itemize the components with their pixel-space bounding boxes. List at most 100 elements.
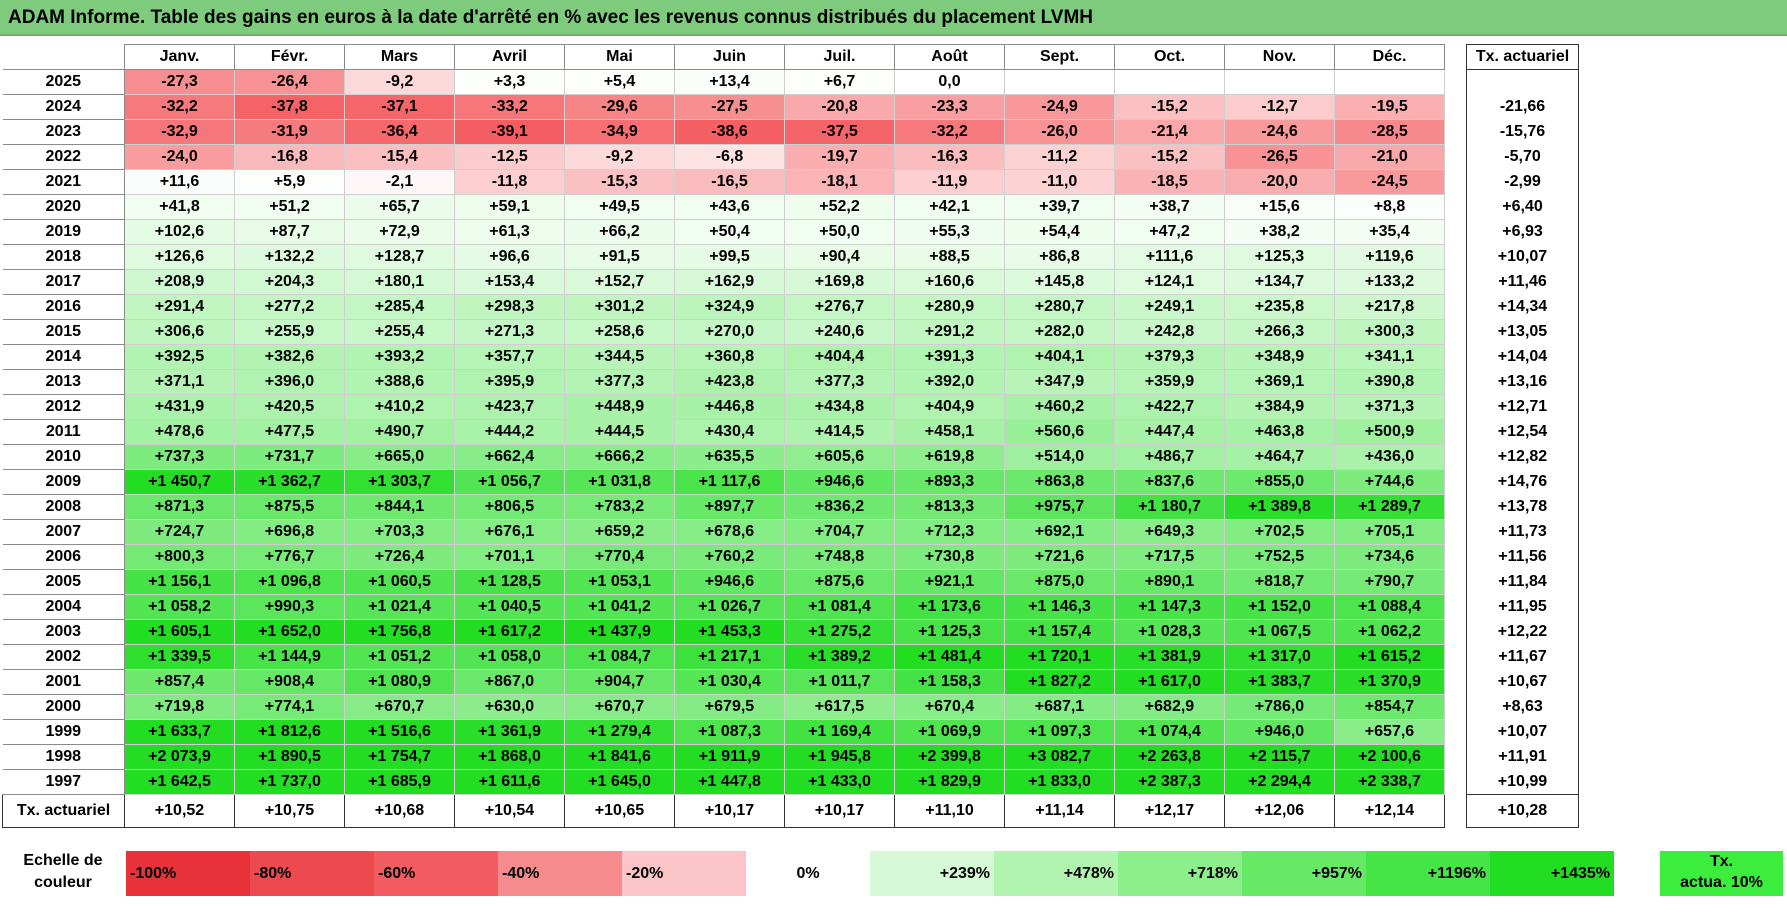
gain-cell: -15,2 (1114, 144, 1225, 170)
gain-cell: +388,6 (344, 369, 455, 395)
gain-cell: +1 058,2 (124, 594, 235, 620)
column-gap (1444, 319, 1467, 345)
gain-cell: +1 011,7 (784, 669, 895, 695)
overall-actuarial-cell: +10,28 (1466, 794, 1579, 828)
gain-cell: +560,6 (1004, 419, 1115, 445)
year-row: 2005 +1 156,1 +1 096,8 +1 060,5 +1 128,5 +1 0… (2, 569, 1579, 595)
gain-cell: -12,7 (1224, 94, 1335, 120)
gain-cell: +844,1 (344, 494, 455, 520)
gain-cell: +1 289,7 (1334, 494, 1445, 520)
gain-cell: +1 516,6 (344, 719, 455, 745)
gain-cell: +341,1 (1334, 344, 1445, 370)
gain-cell: +704,7 (784, 519, 895, 545)
gain-cell: +2 399,8 (894, 744, 1005, 770)
color-scale-step: -100% (126, 851, 250, 896)
gain-cell: +1 754,7 (344, 744, 455, 770)
gain-cell: +670,7 (344, 694, 455, 720)
gain-cell: +1 088,4 (1334, 594, 1445, 620)
gain-cell: +1 481,4 (894, 644, 1005, 670)
month-header: Nov. (1224, 44, 1335, 70)
gain-cell: +344,5 (564, 344, 675, 370)
year-label: 2001 (2, 669, 125, 695)
monthly-actuarial-cell: +10,54 (454, 794, 565, 828)
gain-cell: +446,8 (674, 394, 785, 420)
year-row: 1999 +1 633,7 +1 812,6 +1 516,6 +1 361,9 +1 2… (2, 719, 1579, 745)
gain-cell: +857,4 (124, 669, 235, 695)
gain-cell: +38,2 (1224, 219, 1335, 245)
color-scale-label-line1: Echelle de (23, 852, 103, 869)
gain-cell: +38,7 (1114, 194, 1225, 220)
actuarial-rate-cell: +10,67 (1466, 669, 1579, 695)
actuarial-rate-cell: -21,66 (1466, 94, 1579, 120)
month-header: Avril (454, 44, 565, 70)
year-row: 2016 +291,4 +277,2 +285,4 +298,3 +301,2 +324,9… (2, 294, 1579, 320)
gain-cell: +255,4 (344, 319, 455, 345)
gain-cell: +291,2 (894, 319, 1005, 345)
monthly-actuarial-cell: +10,17 (674, 794, 785, 828)
column-gap (1444, 644, 1467, 670)
gain-cell: +49,5 (564, 194, 675, 220)
gain-cell: +854,7 (1334, 694, 1445, 720)
year-row: 2019 +102,6 +87,7 +72,9 +61,3 +66,2 +50,4 +50,0… (2, 219, 1579, 245)
gain-cell: +422,7 (1114, 394, 1225, 420)
year-row: 2022 -24,0 -16,8 -15,4 -12,5 -9,2 -6,8 -19,7 -16… (2, 144, 1579, 170)
gain-cell: +301,2 (564, 294, 675, 320)
monthly-actuarial-cell: +12,06 (1224, 794, 1335, 828)
gain-cell: +1 827,2 (1004, 669, 1115, 695)
gain-cell: -20,0 (1224, 169, 1335, 195)
year-label: 2017 (2, 269, 125, 295)
gain-cell: +1 180,7 (1114, 494, 1225, 520)
gain-cell: +1 447,8 (674, 769, 785, 795)
gain-cell: +702,5 (1224, 519, 1335, 545)
actuarial-rate-cell: +12,54 (1466, 419, 1579, 445)
actuarial-rate-cell: +8,63 (1466, 694, 1579, 720)
gain-cell: +2 115,7 (1224, 744, 1335, 770)
gain-cell: +774,1 (234, 694, 345, 720)
gain-cell: +169,8 (784, 269, 895, 295)
footer-label: Tx. actuariel (2, 794, 125, 828)
month-header: Juil. (784, 44, 895, 70)
actuarial-rate-cell: +12,82 (1466, 444, 1579, 470)
gain-cell: +670,4 (894, 694, 1005, 720)
year-row: 2024 -32,2 -37,8 -37,1 -33,2 -29,6 -27,5 -20,8-… (2, 94, 1579, 120)
gain-cell: +125,3 (1224, 244, 1335, 270)
gain-cell: +730,8 (894, 544, 1005, 570)
gain-cell: +242,8 (1114, 319, 1225, 345)
column-gap (1444, 419, 1467, 445)
column-gap (1444, 269, 1467, 295)
gain-cell: +1 173,6 (894, 594, 1005, 620)
gain-cell: +486,7 (1114, 444, 1225, 470)
gain-cell: +737,3 (124, 444, 235, 470)
gain-cell: +371,3 (1334, 394, 1445, 420)
gain-cell: +676,1 (454, 519, 565, 545)
gain-cell: -18,1 (784, 169, 895, 195)
gain-cell: -11,9 (894, 169, 1005, 195)
gain-cell: +790,7 (1334, 569, 1445, 595)
gain-cell: -6,8 (674, 144, 785, 170)
gain-cell: -37,1 (344, 94, 455, 120)
gain-cell: +1 617,2 (454, 619, 565, 645)
gain-cell: +657,6 (1334, 719, 1445, 745)
gain-cell: +1 339,5 (124, 644, 235, 670)
gain-cell: +285,4 (344, 294, 455, 320)
gain-cell: +404,1 (1004, 344, 1115, 370)
gain-cell: -29,6 (564, 94, 675, 120)
gain-cell: +3,3 (454, 69, 565, 95)
year-label: 2022 (2, 144, 125, 170)
gain-cell: +1 169,4 (784, 719, 895, 745)
column-gap (1444, 519, 1467, 545)
color-scale-step: -20% (622, 851, 746, 896)
gain-cell: +836,2 (784, 494, 895, 520)
gain-cell: +855,0 (1224, 469, 1335, 495)
gain-cell: +404,9 (894, 394, 1005, 420)
year-label: 2005 (2, 569, 125, 595)
gain-cell: +395,9 (454, 369, 565, 395)
gain-cell: +347,9 (1004, 369, 1115, 395)
gain-cell: +890,1 (1114, 569, 1225, 595)
gain-cell: -9,2 (564, 144, 675, 170)
column-gap (1444, 244, 1467, 270)
gain-cell: +1 450,7 (124, 469, 235, 495)
gain-cell: +1 158,3 (894, 669, 1005, 695)
gain-cell: -31,9 (234, 119, 345, 145)
gain-cell: +1 433,0 (784, 769, 895, 795)
